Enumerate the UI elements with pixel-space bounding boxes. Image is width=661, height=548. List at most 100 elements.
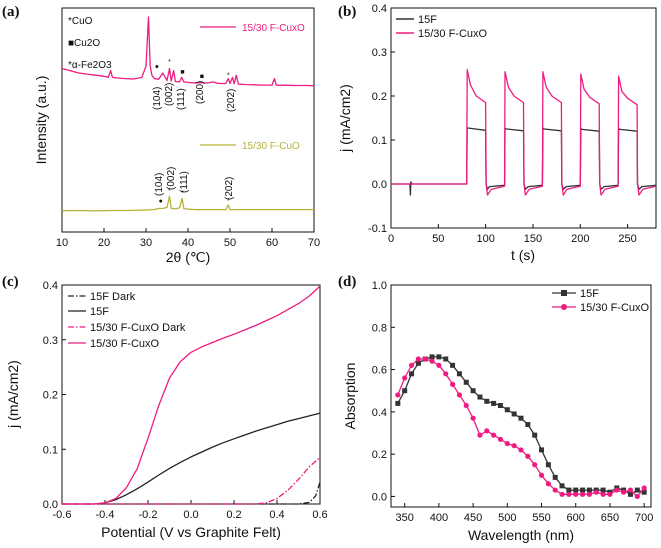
panel-b-ticks: 0 50 100 150 200 250 -0.1 0.0 0.1 0.2 0.3 0.4 <box>368 3 637 245</box>
panel-d-series-1-point <box>607 491 613 497</box>
panel-b-xlabel: t (s) <box>511 247 535 263</box>
panel-d-series-1-point <box>634 493 640 500</box>
panel-d-series-0-point <box>429 354 435 360</box>
panel-c-ytick-label: 0.3 <box>43 335 58 347</box>
panel-d-legend-cuxo: 15/30 F-CuxO <box>580 302 650 314</box>
panel-b-ylabel: j (mA/cm2) <box>337 84 353 153</box>
panel-d-series-1-point <box>402 375 408 381</box>
panel-d-xtick-label: 500 <box>498 512 516 524</box>
panel-d-xtick-label: 350 <box>396 512 414 524</box>
panel-d-series-0-point <box>511 411 517 417</box>
panel-d-series-1-point <box>621 489 627 495</box>
panel-c-xtick-label: 0.0 <box>183 509 198 521</box>
panel-d-series-1-line <box>397 358 645 498</box>
panel-d-series-0-point <box>409 371 415 377</box>
panel-d-series-1-point <box>511 443 517 449</box>
panel-d-series-0-point <box>402 388 408 394</box>
panel-a-xtick-label: 50 <box>224 237 236 249</box>
panel-a-peak-marker: * <box>227 198 230 205</box>
panel-d-series-1-point <box>436 362 442 368</box>
panel-d-series-1-point <box>518 447 524 453</box>
panel-d-series-0-point <box>641 489 647 495</box>
panel-d-series-1-point <box>552 487 558 493</box>
panel-d-series-0-point <box>634 487 640 493</box>
panel-a-x-ticks: 10 20 30 40 50 60 70 <box>56 228 320 249</box>
panel-a-ann-top-111: (111) <box>176 88 187 110</box>
panel-d-series-0-point <box>443 356 449 362</box>
panel-a-label: (a) <box>2 4 20 20</box>
panel-a-series: ● ■ ■ * * ● * * * <box>61 16 315 212</box>
panel-d-legend-15f: 15F <box>580 288 599 300</box>
panel-d-series-1-point <box>538 472 545 478</box>
panel-a-ann-top-202: (202) <box>226 89 237 112</box>
panel-d-xtick-label: 450 <box>464 512 482 524</box>
panel-d-series-0-point <box>525 422 531 428</box>
panel-d-series-0-point <box>580 487 586 493</box>
panel-c-xtick-label: 0.4 <box>269 509 284 521</box>
panel-c-ylabel: j (mA/cm2) <box>5 360 21 429</box>
panel-c-label: (c) <box>2 274 19 290</box>
panel-c-legend-15fdark: 15F Dark <box>90 291 136 303</box>
panel-d-series-0-point <box>463 379 469 385</box>
panel-d-series-1-point <box>579 491 586 497</box>
panel-a-xtick-label: 20 <box>98 237 110 249</box>
panel-d-series-1-point <box>566 491 572 497</box>
panel-b-legend-cuxo: 15/30 F-CuxO <box>418 28 488 40</box>
panel-d-series-1-point <box>491 432 497 438</box>
panel-d-series-0-point <box>450 362 456 368</box>
panel-d-xtick-label: 400 <box>430 512 448 524</box>
panel-c-xtick-label: -0.6 <box>53 509 72 521</box>
panel-d-frame <box>390 284 652 508</box>
panel-a: (a) 10 20 30 40 50 60 70 2θ (℃) Intensity (a.u… <box>2 4 320 265</box>
panel-b-xtick-label: 0 <box>388 233 394 245</box>
panel-a-peak-marker: * <box>168 188 171 195</box>
panel-b-xtick-label: 200 <box>571 233 589 245</box>
panel-b-ytick-label: 0.3 <box>372 47 387 59</box>
panel-d-series-0-point <box>545 462 551 468</box>
panel-d-series-0-line <box>397 356 645 495</box>
panel-d-series-1-point <box>593 489 599 495</box>
panel-c-ytick-label: 0.2 <box>43 390 58 402</box>
panel-d-label: (d) <box>338 274 356 290</box>
panel-d-xtick-label: 650 <box>601 512 619 524</box>
panel-d-series-1-point <box>443 371 449 377</box>
panel-d-series-1-point <box>627 487 634 493</box>
panel-a-xtick-label: 40 <box>182 237 194 249</box>
panel-b-frame <box>390 7 657 229</box>
panel-a-peak-marker: * <box>168 59 171 66</box>
panel-a-legend-cuo-series: 15/30 F-CuO <box>242 141 300 152</box>
panel-d-series-1-point <box>614 487 620 493</box>
panel-d-series-0-point <box>470 388 476 394</box>
panel-d-ytick-label: 1.0 <box>372 280 387 292</box>
panel-c-xtick-label: -0.2 <box>139 509 158 521</box>
panel-a-peak-marker: ■ <box>180 69 184 76</box>
panel-a-peak-marker: ■ <box>200 74 204 81</box>
panel-c-legend-15f: 15F <box>90 306 109 318</box>
panel-d-series-1-point <box>600 491 606 497</box>
panel-c-ytick-label: 0.0 <box>43 499 58 511</box>
panel-d-series-0-point <box>559 483 565 489</box>
panel-d-ticks: 350 400 450 500 550 600 650 700 0.0 0.2 0.4 0.6 0.8 1… <box>372 280 654 524</box>
panel-c-series-2-line <box>62 457 321 505</box>
panel-d-series-1-point <box>532 462 538 468</box>
panel-a-ylabel: Intensity (a.u.) <box>33 76 49 165</box>
panel-a-xtick-label: 30 <box>140 237 152 249</box>
panel-b-legend-15f: 15F <box>418 14 437 26</box>
panel-d-series-1-point <box>573 491 579 497</box>
panel-a-ann-top-104: (104) <box>152 87 163 110</box>
panel-d-series-1-point <box>395 392 401 398</box>
panel-d-ytick-label: 0.6 <box>372 365 387 377</box>
panel-c-legend-cuxodark: 15/30 F-CuxO Dark <box>90 322 186 334</box>
panel-a-peak-marker: ● <box>155 63 159 70</box>
panel-d-ylabel: Absorption <box>342 363 358 430</box>
panel-d-series-0-point <box>491 400 497 406</box>
panel-d-series-0-point <box>627 491 633 497</box>
panel-b-ytick-label: 0.1 <box>372 135 387 147</box>
panel-b-xtick-label: 150 <box>524 233 542 245</box>
panel-c-xlabel: Potential (V vs Graphite Felt) <box>101 524 281 540</box>
panel-d-series-0-point <box>600 487 606 493</box>
panel-c: (c) -0.6 -0.4 -0.2 0.0 0.2 0.4 0.6 0.0 0.1 0.2 0.3… <box>2 274 328 540</box>
panel-d-xtick-label: 550 <box>532 512 550 524</box>
panel-b-ytick-label: 0.2 <box>372 91 387 103</box>
